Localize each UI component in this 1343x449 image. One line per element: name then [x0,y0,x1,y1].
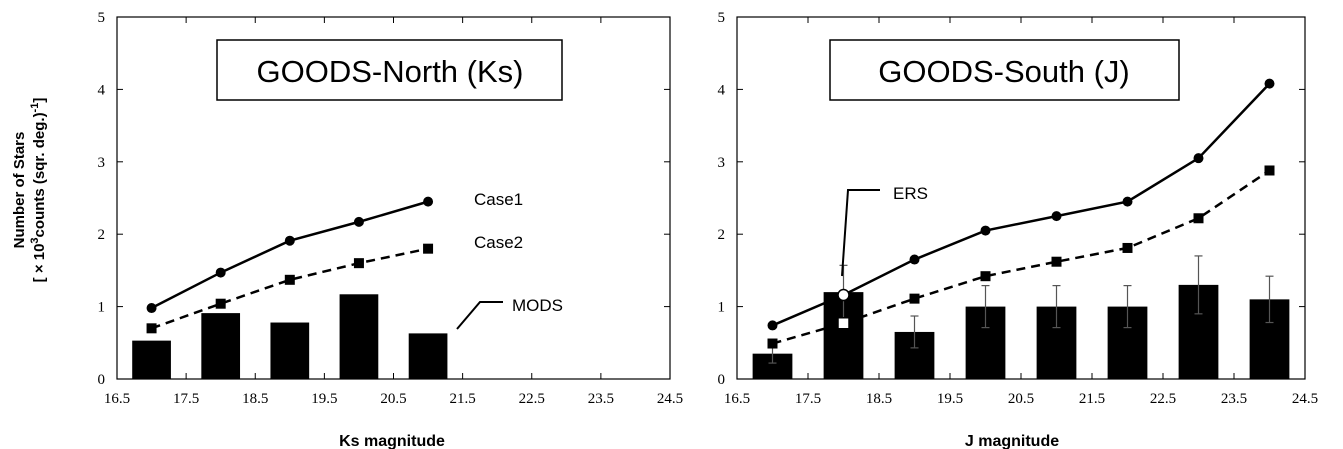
bar-mods [201,313,241,379]
error-bar [910,315,919,349]
plot-area: 0 1 2 3 4 5 16.5 17.5 18.5 19.5 20.5 21.5 22.5 23.5 24… [718,10,1319,407]
y-axis-label: Number of Stars [ × 103counts (sqr. deg.… [11,98,48,283]
title-box [829,39,1180,101]
y-tick-label: 2 [718,227,726,243]
x-tick-label: 18.5 [866,391,892,407]
bar-mods [339,294,379,379]
y-tick-label: 5 [98,10,106,26]
y-tick-label: 3 [718,155,726,171]
y-tick-label: 2 [98,227,106,243]
x-tick-label: 22.5 [519,391,545,407]
x-tick-label: 23.5 [588,391,614,407]
point-case2 [1122,242,1133,253]
point-case2 [284,274,295,285]
y-tick-label: 4 [718,82,726,98]
point-case1 [1051,211,1062,222]
y-axis-label-line1: Number of Stars [11,132,28,249]
line-case1 [772,82,1271,327]
bar-mods [270,322,310,379]
y-tick-label: 4 [98,82,106,98]
chart-goods-north: 0 1 2 3 4 5 16.5 17.5 18.5 19.5 20.5 21.5 22.5 23.5 24… [98,10,684,449]
x-tick-label: 16.5 [724,391,750,407]
point-case1 [284,235,295,246]
x-tick-label: 19.5 [937,391,963,407]
point-case2 [980,271,991,282]
x-tick-label: 21.5 [1079,391,1105,407]
point-case2 [146,323,157,334]
error-bar [1265,275,1274,324]
x-tick-label: 24.5 [1292,391,1318,407]
point-case2 [1051,256,1062,267]
y-tick-label: 1 [98,300,106,316]
point-case2 [215,298,226,309]
point-case2 [837,317,850,330]
point-case2 [909,293,920,304]
title-box [216,39,563,101]
error-bar [981,285,990,329]
y-tick-label: 0 [98,372,106,388]
error-bar [1194,255,1203,315]
point-case1 [980,225,991,236]
x-tick-label: 23.5 [1221,391,1247,407]
x-axis-label: J magnitude [965,433,1059,449]
ers-leader-line [841,189,880,277]
x-tick-label: 20.5 [1008,391,1034,407]
ers-annotation: ERS [893,184,928,203]
point-case1 [909,254,920,265]
x-axis-label: Ks magnitude [339,433,445,449]
x-tick-label: 22.5 [1150,391,1176,407]
bar-mods [132,340,171,379]
point-case2 [1264,165,1275,176]
point-case1 [215,267,226,278]
point-case1 [353,216,364,227]
x-tick-label: 16.5 [104,391,130,407]
y-tick-label: 0 [718,372,726,388]
line-case1 [150,200,429,310]
case1-annotation: Case1 [474,190,523,209]
chart-goods-south: 0 1 2 3 4 5 16.5 17.5 18.5 19.5 20.5 21.5 22.5 23.5 24… [718,10,1319,449]
x-tick-label: 17.5 [795,391,821,407]
plot-area: 0 1 2 3 4 5 16.5 17.5 18.5 19.5 20.5 21.5 22.5 23.5 24… [98,10,684,407]
line-case2 [772,169,1271,345]
point-case1 [837,288,850,302]
error-bar [1052,285,1061,329]
mods-leader-line [456,301,503,330]
y-tick-label: 1 [718,300,726,316]
y-tick-label: 3 [98,155,106,171]
x-tick-label: 19.5 [311,391,337,407]
point-case1 [1193,153,1204,164]
point-case1 [767,320,778,331]
x-tick-label: 18.5 [242,391,268,407]
point-case2 [1193,213,1204,224]
x-tick-label: 20.5 [380,391,406,407]
point-case2 [767,338,778,349]
line-case2 [151,247,429,330]
y-tick-label: 5 [718,10,726,26]
point-case1 [423,196,434,207]
point-case1 [1264,78,1275,89]
point-case1 [146,303,157,314]
bar-mods [408,333,448,379]
chart-title: GOODS-North (Ks) [257,54,524,89]
x-tick-label: 21.5 [450,391,476,407]
point-case2 [353,258,364,269]
point-case1 [1122,196,1133,207]
x-tick-label: 17.5 [173,391,199,407]
error-bar [1123,285,1132,329]
point-case2 [423,243,434,254]
mods-annotation: MODS [512,296,563,315]
chart-title: GOODS-South (J) [878,54,1130,89]
y-axis-label-line2: [ × 103counts (sqr. deg.)-1] [29,98,48,283]
x-tick-label: 24.5 [657,391,683,407]
case2-annotation: Case2 [474,233,523,252]
